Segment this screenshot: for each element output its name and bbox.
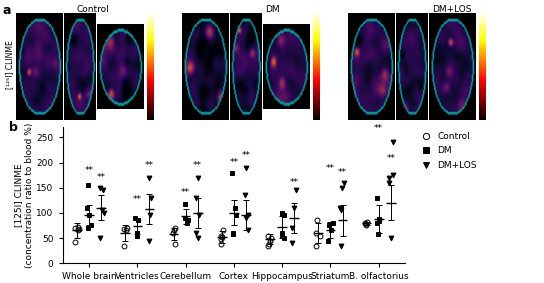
Text: **: **: [374, 125, 383, 133]
Legend: Control, DM, DM+LOS: Control, DM, DM+LOS: [417, 132, 477, 170]
Text: **: **: [193, 161, 202, 170]
Text: Control: Control: [76, 5, 109, 14]
Text: **: **: [97, 173, 106, 182]
Text: **: **: [145, 161, 154, 170]
Text: **: **: [290, 178, 299, 187]
Text: DM+LOS: DM+LOS: [432, 5, 471, 14]
Text: **: **: [242, 151, 250, 160]
Text: b: b: [9, 121, 18, 134]
Text: **: **: [386, 154, 395, 162]
Text: a: a: [3, 4, 11, 17]
Text: **: **: [85, 166, 94, 175]
Text: **: **: [338, 168, 347, 177]
Text: **: **: [181, 188, 190, 197]
Text: **: **: [230, 158, 238, 167]
Text: **: **: [326, 164, 335, 173]
Text: DM: DM: [265, 5, 279, 14]
Text: **: **: [133, 195, 142, 204]
Text: [¹²⁵I] CLINME: [¹²⁵I] CLINME: [5, 41, 14, 89]
Y-axis label: [125I] CLINME
(concentration ratio to blood %): [125I] CLINME (concentration ratio to bl…: [14, 123, 34, 268]
